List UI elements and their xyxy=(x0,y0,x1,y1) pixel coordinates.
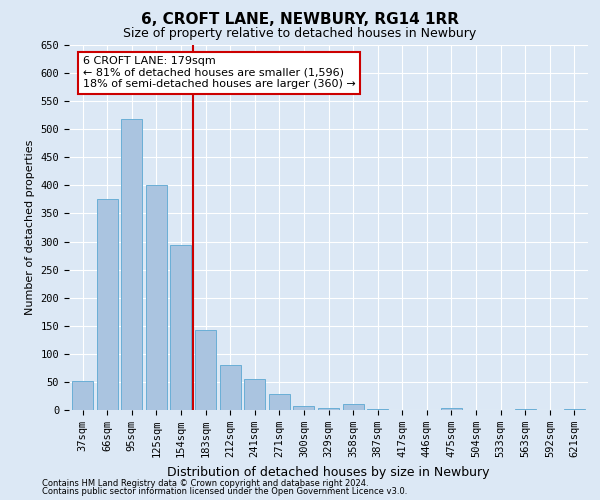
Y-axis label: Number of detached properties: Number of detached properties xyxy=(25,140,35,315)
Text: Contains public sector information licensed under the Open Government Licence v3: Contains public sector information licen… xyxy=(42,487,407,496)
Bar xyxy=(293,406,314,410)
Bar xyxy=(441,408,462,410)
Bar xyxy=(146,186,167,410)
Bar xyxy=(343,404,364,410)
Text: 6 CROFT LANE: 179sqm
← 81% of detached houses are smaller (1,596)
18% of semi-de: 6 CROFT LANE: 179sqm ← 81% of detached h… xyxy=(83,56,355,90)
Bar xyxy=(318,408,339,410)
Bar xyxy=(121,119,142,410)
Bar xyxy=(97,200,118,410)
Text: Contains HM Land Registry data © Crown copyright and database right 2024.: Contains HM Land Registry data © Crown c… xyxy=(42,478,368,488)
Bar xyxy=(220,364,241,410)
Text: Size of property relative to detached houses in Newbury: Size of property relative to detached ho… xyxy=(124,28,476,40)
X-axis label: Distribution of detached houses by size in Newbury: Distribution of detached houses by size … xyxy=(167,466,490,478)
Bar xyxy=(269,394,290,410)
Bar xyxy=(170,246,191,410)
Bar xyxy=(195,330,216,410)
Bar xyxy=(72,382,93,410)
Text: 6, CROFT LANE, NEWBURY, RG14 1RR: 6, CROFT LANE, NEWBURY, RG14 1RR xyxy=(141,12,459,26)
Bar xyxy=(244,378,265,410)
